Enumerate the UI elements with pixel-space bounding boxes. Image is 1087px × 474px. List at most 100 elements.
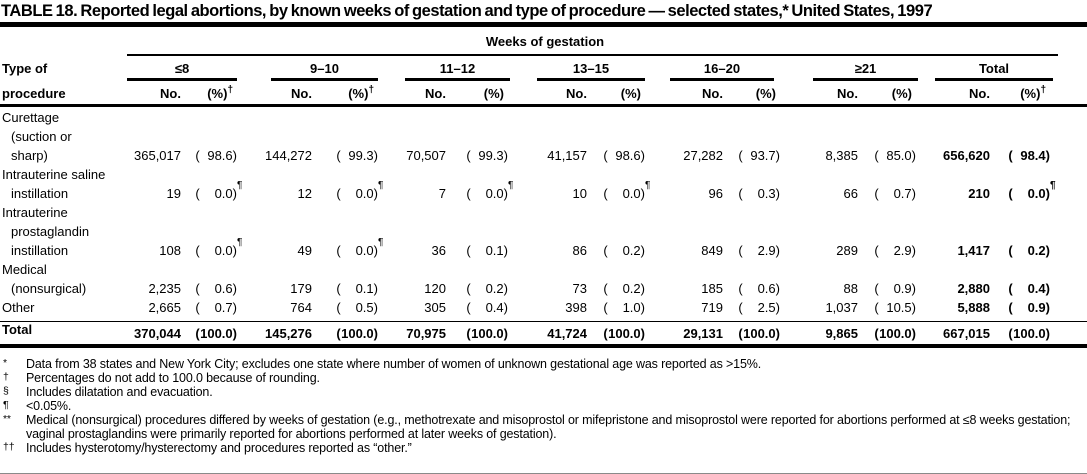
- pct-cell: (0.2): [589, 241, 645, 260]
- pct-value: 93.7: [750, 148, 776, 163]
- paren-open: (: [738, 326, 743, 341]
- paren-close: ): [640, 186, 645, 201]
- table-bottom-rule: [0, 344, 1087, 348]
- footnote: § Includes dilatation and evacuation.: [0, 385, 1087, 399]
- pct-value: 98.6: [207, 148, 233, 163]
- footnote-marker: †: [227, 84, 233, 96]
- pct-value: 100.0: [743, 326, 776, 341]
- paren-open: (: [466, 326, 471, 341]
- title-rule: [0, 22, 1087, 27]
- total-no-cell: 667,015: [943, 326, 990, 341]
- paren-open: (: [603, 300, 608, 315]
- procedure-row: Medical (nonsurgical) 2,235(0.6) 179(0.1) 12…: [0, 260, 1087, 298]
- paren-open: (: [336, 281, 341, 296]
- pct-cell: (98.4): [994, 146, 1050, 165]
- paren-open: (: [195, 281, 200, 296]
- paren-open: (: [603, 186, 608, 201]
- no-cell: 70,507: [406, 148, 446, 163]
- pct-value: 0.4: [485, 300, 504, 315]
- paren-open: (: [1008, 281, 1013, 296]
- no-cell: 764: [290, 300, 312, 315]
- paren-open: (: [195, 186, 200, 201]
- footnote-text: Data from 38 states and New York City; e…: [26, 357, 762, 371]
- row-label-line: Other: [2, 300, 35, 315]
- footnote-marker: **: [3, 413, 11, 425]
- pct-cell: (0.2): [589, 279, 645, 298]
- no-cell: 10: [572, 186, 587, 201]
- col-group-rule: [537, 78, 645, 81]
- pct-cell: (0.1): [322, 279, 378, 298]
- pct-cell: (1.0): [589, 298, 645, 317]
- no-cell: 144,272: [265, 148, 312, 163]
- pct-value: 100.0: [608, 326, 641, 341]
- paren-close: ): [911, 326, 916, 341]
- paren-open: (: [603, 243, 608, 258]
- paren-open: (: [1008, 148, 1013, 163]
- no-cell: 108: [159, 243, 181, 258]
- col-pct-header-text: (%): [1020, 86, 1041, 101]
- paren-close: ): [1045, 326, 1050, 341]
- paren-open: (: [603, 281, 608, 296]
- pct-cell: (0.2): [452, 279, 508, 298]
- paren-open: (: [195, 300, 200, 315]
- pct-cell: (0.2): [994, 241, 1050, 260]
- paren-open: (: [874, 243, 879, 258]
- paren-close: ): [640, 300, 645, 315]
- paren-open: (: [874, 186, 879, 201]
- procedure-row: Other 2,665(0.7) 764(0.5) 305(0.4) 398(1.0) 7…: [0, 298, 1087, 317]
- pct-value: 0.6: [214, 281, 233, 296]
- pct-cell: (99.3): [322, 146, 378, 165]
- pct-value: 0.3: [757, 186, 776, 201]
- pct-value: 0.1: [485, 243, 504, 258]
- col-pct-header: (%)†: [308, 85, 374, 101]
- pct-value: 0.9: [1027, 300, 1046, 315]
- no-cell: 849: [701, 243, 723, 258]
- pct-cell: (93.7): [724, 146, 780, 165]
- pct-cell: (0.4): [994, 279, 1050, 298]
- total-pct-cell: (100.0): [860, 326, 916, 341]
- header-bottom-rule: [0, 104, 1087, 107]
- pct-value: 100.0: [879, 326, 912, 341]
- no-cell: 289: [836, 243, 858, 258]
- paren-close: ): [775, 186, 780, 201]
- pct-cell: (0.6): [724, 279, 780, 298]
- pct-value: 0.0: [355, 186, 374, 201]
- total-no-cell: 29,131: [683, 326, 723, 341]
- pct-value: 85.0: [886, 148, 912, 163]
- paren-close: ): [775, 243, 780, 258]
- paren-open: (: [738, 243, 743, 258]
- col-group-rule: [935, 78, 1053, 81]
- row-label-line: Intrauterine saline: [2, 167, 106, 182]
- paren-close: ): [503, 300, 508, 315]
- col-no-header: No.: [969, 86, 990, 101]
- pct-cell: (10.5): [860, 298, 916, 317]
- paren-close: ): [911, 281, 916, 296]
- paren-close: ): [911, 300, 916, 315]
- pct-value: 0.0: [485, 186, 504, 201]
- no-cell: 27,282: [683, 148, 723, 163]
- col-pct-header-text: (%): [483, 86, 504, 101]
- total-no-cell: 70,975: [406, 326, 446, 341]
- col-group-label: Total: [978, 61, 1010, 76]
- row-label-line: instillation: [11, 186, 69, 201]
- paren-close: ): [503, 186, 508, 201]
- pct-value: 98.4: [1020, 148, 1046, 163]
- paren-close: ): [1045, 148, 1050, 163]
- col-group-label: 11–12: [439, 61, 476, 76]
- no-cell: 49: [297, 243, 312, 258]
- pct-cell: (0.6): [181, 279, 237, 298]
- pct-value: 0.2: [622, 281, 641, 296]
- pct-value: 0.4: [1027, 281, 1046, 296]
- paren-close: ): [1045, 243, 1050, 258]
- no-cell: 88: [843, 281, 858, 296]
- row-label-line: instillation: [11, 243, 69, 258]
- col-group-rule: [127, 78, 237, 81]
- paren-open: (: [195, 243, 200, 258]
- total-pct-cell: (100.0): [322, 326, 378, 341]
- pct-value: 0.5: [355, 300, 374, 315]
- pct-cell: (0.1): [452, 241, 508, 260]
- pct-value: 2.5: [757, 300, 776, 315]
- col-group-rule: [813, 78, 918, 81]
- footnote-marker: †: [3, 371, 9, 383]
- pct-cell: (0.9): [860, 279, 916, 298]
